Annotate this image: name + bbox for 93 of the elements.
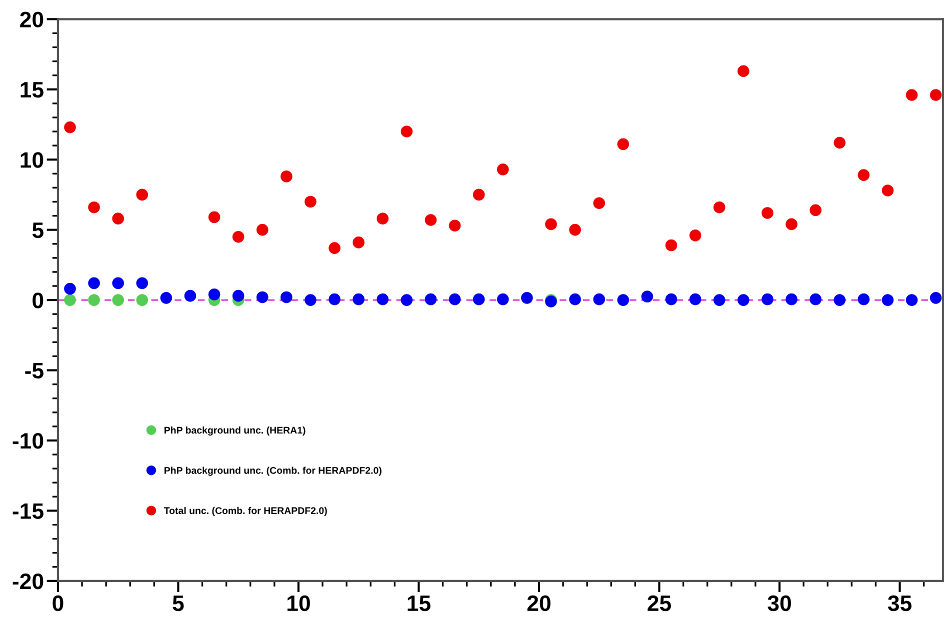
point bbox=[497, 293, 509, 306]
point bbox=[472, 188, 485, 201]
point bbox=[713, 201, 726, 214]
point bbox=[810, 204, 822, 216]
y-tick-label: 20 bbox=[20, 12, 44, 28]
point bbox=[160, 292, 172, 304]
point bbox=[569, 293, 581, 306]
point bbox=[112, 212, 124, 224]
point bbox=[232, 230, 244, 243]
point bbox=[376, 293, 389, 306]
point bbox=[665, 239, 678, 252]
point bbox=[641, 290, 654, 302]
point bbox=[738, 294, 750, 306]
y-tick-label: 10 bbox=[20, 152, 44, 168]
point bbox=[328, 293, 340, 306]
point bbox=[448, 293, 461, 306]
point bbox=[762, 207, 774, 219]
point bbox=[352, 236, 365, 248]
point bbox=[352, 293, 365, 306]
point bbox=[280, 170, 292, 182]
point bbox=[472, 293, 485, 306]
point bbox=[689, 230, 702, 242]
x-tick-label: 0 bbox=[52, 595, 64, 612]
point bbox=[738, 65, 750, 78]
x-tick-label: 35 bbox=[888, 595, 912, 612]
point bbox=[64, 294, 76, 306]
point bbox=[713, 294, 726, 306]
point bbox=[256, 224, 268, 236]
point bbox=[810, 293, 822, 306]
point bbox=[88, 277, 100, 290]
point bbox=[136, 294, 148, 306]
point bbox=[930, 89, 942, 101]
point bbox=[136, 188, 148, 201]
point bbox=[424, 293, 437, 306]
y-tick-label: -5 bbox=[25, 363, 44, 379]
point bbox=[400, 294, 413, 306]
point bbox=[497, 164, 509, 176]
point bbox=[858, 169, 870, 181]
y-tick-label: -15 bbox=[12, 503, 44, 519]
point bbox=[617, 138, 630, 150]
point bbox=[328, 242, 340, 254]
legend-label: PhP background unc. (Comb. for HERAPDF2.0) bbox=[164, 466, 382, 476]
point bbox=[762, 293, 774, 306]
x-tick-label: 10 bbox=[288, 595, 310, 612]
point bbox=[689, 293, 702, 306]
point bbox=[112, 277, 124, 290]
point bbox=[834, 294, 846, 306]
point bbox=[256, 291, 268, 304]
point bbox=[545, 218, 557, 230]
x-tick-label: 20 bbox=[527, 595, 550, 612]
point bbox=[593, 293, 606, 306]
point bbox=[858, 293, 870, 306]
point bbox=[304, 196, 316, 208]
point bbox=[786, 293, 798, 306]
point bbox=[593, 197, 606, 210]
y-tick-label: -20 bbox=[12, 573, 44, 590]
point bbox=[232, 290, 244, 302]
point bbox=[786, 218, 798, 230]
point bbox=[400, 126, 413, 138]
point bbox=[665, 293, 678, 306]
point bbox=[304, 294, 316, 306]
point bbox=[930, 292, 942, 304]
point bbox=[906, 89, 918, 101]
point bbox=[280, 291, 292, 304]
point bbox=[521, 292, 533, 304]
point bbox=[882, 294, 894, 306]
legend-label: Total unc. (Comb. for HERAPDF2.0) bbox=[164, 506, 327, 516]
point bbox=[906, 294, 918, 306]
point bbox=[184, 290, 196, 302]
point bbox=[208, 288, 220, 300]
point bbox=[64, 121, 76, 134]
point bbox=[136, 277, 148, 290]
point bbox=[208, 211, 220, 224]
point bbox=[88, 294, 100, 306]
point bbox=[448, 220, 461, 232]
point bbox=[64, 282, 76, 295]
legend-label: PhP background unc. (HERA1) bbox=[164, 426, 306, 436]
y-tick-label: -10 bbox=[12, 433, 44, 449]
x-tick-label: 25 bbox=[648, 595, 671, 612]
point bbox=[424, 214, 437, 226]
point bbox=[376, 212, 389, 224]
x-tick-label: 30 bbox=[768, 595, 791, 612]
point bbox=[112, 294, 124, 306]
x-tick-label: 15 bbox=[408, 596, 430, 612]
point bbox=[88, 201, 100, 214]
x-tick-label: 5 bbox=[172, 596, 184, 612]
point bbox=[569, 224, 581, 236]
y-tick-label: 0 bbox=[32, 292, 44, 308]
point bbox=[834, 136, 846, 149]
y-tick-label: 15 bbox=[20, 82, 44, 98]
point bbox=[882, 184, 894, 196]
point bbox=[617, 294, 630, 306]
y-tick-label: 5 bbox=[32, 222, 44, 238]
